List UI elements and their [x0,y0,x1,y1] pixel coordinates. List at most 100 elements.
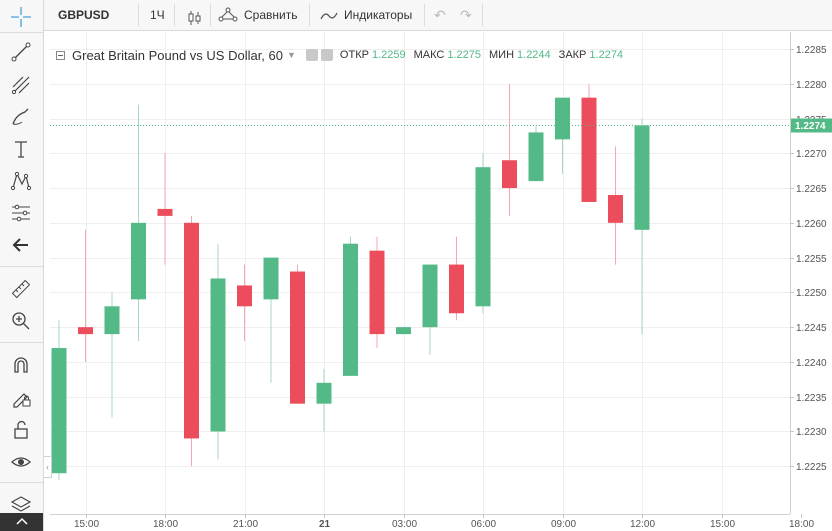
high-label: МАКС [413,49,445,61]
y-tick-label: 1.2230 [796,427,827,438]
candle-down [449,264,464,314]
toolbar-divider [424,4,425,26]
candle-up [104,306,120,335]
toolbar-divider [138,4,139,26]
toolbar-divider [210,4,211,26]
compare-label: Сравнить [244,8,298,22]
y-tick-label: 1.2245 [796,323,827,334]
x-tick-label: 09:00 [551,519,576,530]
trend-line-icon[interactable] [8,39,34,65]
candle-up [263,257,279,300]
chart-legend: Great Britain Pound vs US Dollar, 60 ▼ О… [56,46,627,64]
hide-toolbar-handle[interactable]: ‹ [44,456,52,478]
x-tick-label: 18:00 [789,519,814,530]
x-tick-label: 06:00 [471,519,496,530]
pitchfork-icon[interactable] [8,72,34,98]
candle-down [157,208,173,216]
compare-button[interactable]: Сравнить [218,0,297,30]
layers-icon[interactable] [8,492,34,518]
toolbar-divider [0,32,43,33]
redo-icon[interactable]: ↷ [460,7,472,23]
undo-icon[interactable]: ↶ [434,7,446,23]
candle-down [78,327,93,335]
text-icon[interactable] [8,136,34,162]
top-toolbar: GBPUSD 1Ч Сравнить Индикаторы ↶ ↷ [0,0,832,31]
candle-down [184,222,199,439]
candle-up [634,125,650,230]
x-tick-label: 21 [319,519,331,530]
zoom-in-icon[interactable] [8,308,34,334]
candle-up [555,97,570,140]
y-tick-label: 1.2240 [796,358,827,369]
candle-up [316,382,332,404]
x-tick-label: 18:00 [153,519,178,530]
candle-up [396,327,411,335]
eye-icon[interactable] [8,449,34,475]
symbol-search-button[interactable]: GBPUSD [58,8,110,22]
magnet-icon[interactable] [8,352,34,378]
back-arrow-icon[interactable] [8,232,34,258]
time-axis[interactable]: 15:00 18:00 21:00 21 03:00 06:00 09:00 12:00 15:… [50,514,814,530]
y-tick-label: 1.2280 [796,80,827,91]
legend-title: Great Britain Pound vs US Dollar, 60 [72,47,283,63]
brush-icon[interactable] [8,104,34,130]
y-tick-label: 1.2255 [796,254,827,265]
low-value: 1.2244 [517,49,551,61]
x-tick-label: 15:00 [710,519,735,530]
chevron-down-icon[interactable]: ▼ [287,50,296,60]
indicators-label: Индикаторы [344,8,413,22]
eye-toggle-icon[interactable] [305,49,318,61]
candle-down [608,195,623,223]
settings-icon[interactable] [320,49,333,61]
candle-down [369,250,385,335]
candles-style-icon[interactable] [187,7,203,25]
candle-up [475,167,491,307]
interval-button[interactable]: 1Ч [150,8,165,22]
open-label: ОТКР [339,49,369,61]
y-tick-label: 1.2260 [796,219,827,230]
unlock-icon[interactable] [8,417,34,443]
x-tick-label: 12:00 [630,519,655,530]
lock-drawing-icon[interactable] [8,384,34,410]
y-tick-label: 1.2285 [796,45,827,56]
candle-up [51,348,67,474]
y-tick-label: 1.2270 [796,149,827,160]
toolbar-divider [482,4,483,26]
high-value: 1.2275 [447,49,481,61]
toolbar-divider [0,482,43,483]
collapse-legend-icon[interactable] [56,50,65,60]
close-label: ЗАКР [558,49,587,61]
toolbar-divider [174,4,175,26]
x-tick-label: 03:00 [392,519,417,530]
y-tick-label: 1.2265 [796,184,827,195]
last-price-label: 1.2274 [795,121,826,132]
collapse-panel-icon[interactable] [0,513,43,531]
low-label: МИН [489,49,515,61]
compare-icon [218,7,238,22]
price-axis[interactable]: 1.2225 1.2230 1.2235 1.2240 1.2245 1.2250 1.22… [790,32,832,514]
candle-down [290,271,305,404]
candle-up [131,222,146,300]
y-tick-label: 1.2235 [796,393,827,404]
pattern-icon[interactable] [8,168,34,194]
candles-layer [51,83,650,481]
candle-up [343,243,358,376]
prediction-icon[interactable] [8,200,34,226]
crosshair-icon[interactable] [8,4,34,30]
ruler-icon[interactable] [8,276,34,302]
indicators-icon [320,12,338,20]
candle-up [210,278,226,432]
candle-down [502,160,517,189]
x-tick-label: 15:00 [74,519,99,530]
toolbar-divider [0,266,43,267]
candle-down [581,97,597,202]
candle-up [528,132,544,182]
x-tick-label: 21:00 [233,519,258,530]
open-value: 1.2259 [371,49,406,61]
indicators-button[interactable]: Индикаторы [320,0,412,30]
price-axis-bg [790,32,832,514]
toolbar-divider [309,4,310,26]
drawing-toolbar [0,0,44,531]
candle-down [237,285,252,307]
